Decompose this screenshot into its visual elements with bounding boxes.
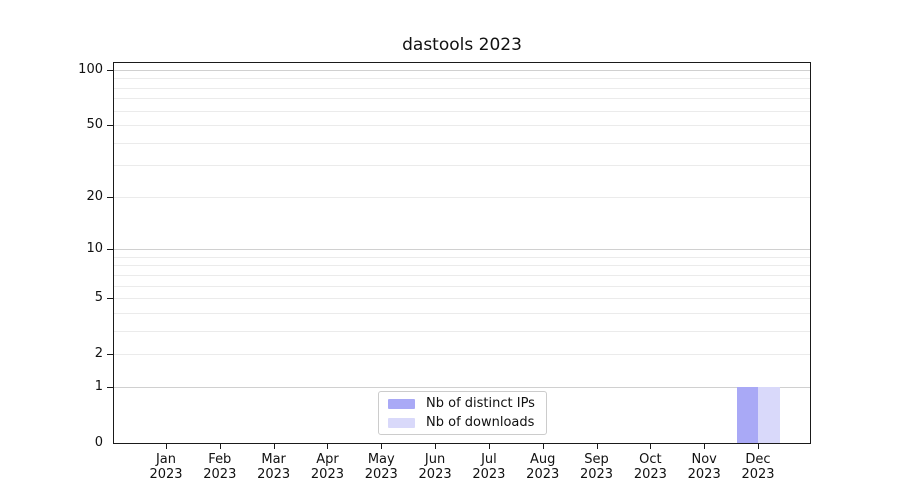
y-tick-mark [107, 386, 113, 388]
legend-item-distinct-ips: Nb of distinct IPs [388, 396, 546, 411]
x-tick-label-sep: Sep 2023 [579, 452, 614, 482]
major-gridline [114, 386, 810, 388]
x-tick-label-feb: Feb 2023 [203, 452, 237, 482]
y-tick-label: 1 [94, 378, 103, 394]
minor-gridline [114, 285, 810, 287]
x-tick-mark [596, 444, 598, 449]
x-tick-label-oct: Oct 2023 [633, 452, 667, 482]
bar-nb-of-distinct-ips-dec [736, 386, 758, 443]
y-tick-mark [107, 354, 113, 356]
y-tick-mark [107, 70, 113, 71]
legend-swatch-downloads [388, 417, 415, 428]
y-tick-label: 2 [94, 346, 103, 362]
y-tick-mark [107, 196, 113, 198]
minor-gridline [114, 312, 810, 314]
y-tick-label: 10 [86, 241, 103, 257]
x-tick-mark [704, 444, 706, 449]
minor-gridline [114, 110, 810, 112]
bar-nb-of-downloads-dec [758, 386, 780, 443]
x-tick-label-jul: Jul 2023 [472, 452, 506, 482]
minor-gridline [114, 330, 810, 332]
minor-gridline [114, 78, 810, 80]
minor-gridline [114, 165, 810, 167]
x-tick-label-apr: Apr 2023 [310, 452, 344, 482]
legend-label-distinct-ips: Nb of distinct IPs [426, 396, 535, 411]
major-gridline [114, 249, 810, 251]
x-tick-mark [219, 444, 221, 449]
chart-title: dastools 2023 [402, 35, 522, 55]
minor-gridline [114, 142, 810, 144]
legend-item-downloads: Nb of downloads [388, 415, 546, 430]
y-tick-mark [107, 125, 113, 127]
plot-area [113, 62, 811, 444]
x-tick-label-may: May 2023 [364, 452, 398, 482]
x-tick-mark [758, 444, 759, 449]
x-tick-label-mar: Mar 2023 [257, 452, 291, 482]
x-tick-label-nov: Nov 2023 [687, 452, 721, 482]
x-tick-label-aug: Aug 2023 [526, 452, 560, 482]
y-tick-mark [107, 249, 113, 251]
y-tick-label: 100 [78, 62, 103, 77]
major-gridline [114, 70, 810, 71]
x-tick-label-jan: Jan 2023 [149, 452, 183, 482]
x-tick-mark [435, 444, 437, 449]
minor-gridline [114, 196, 810, 198]
legend: Nb of distinct IPs Nb of downloads [378, 391, 547, 435]
y-tick-label: 5 [94, 290, 103, 306]
x-tick-mark [542, 444, 544, 449]
x-tick-label-dec: Dec 2023 [741, 452, 775, 482]
x-tick-mark [327, 444, 329, 449]
minor-gridline [114, 298, 810, 300]
minor-gridline [114, 125, 810, 127]
y-tick-label: 0 [94, 435, 103, 450]
x-tick-mark [166, 444, 167, 449]
x-tick-mark [381, 444, 383, 449]
minor-gridline [114, 354, 810, 356]
legend-swatch-distinct-ips [388, 398, 415, 409]
minor-gridline [114, 256, 810, 258]
minor-gridline [114, 274, 810, 276]
x-tick-label-jun: Jun 2023 [418, 452, 452, 482]
y-tick-label: 50 [86, 117, 103, 133]
minor-gridline [114, 98, 810, 100]
minor-gridline [114, 265, 810, 267]
x-tick-mark [488, 444, 490, 449]
x-tick-mark [650, 444, 652, 449]
minor-gridline [114, 87, 810, 89]
x-tick-mark [273, 444, 275, 449]
legend-label-downloads: Nb of downloads [426, 415, 535, 430]
y-tick-mark [107, 298, 113, 300]
y-tick-label: 20 [86, 188, 103, 204]
